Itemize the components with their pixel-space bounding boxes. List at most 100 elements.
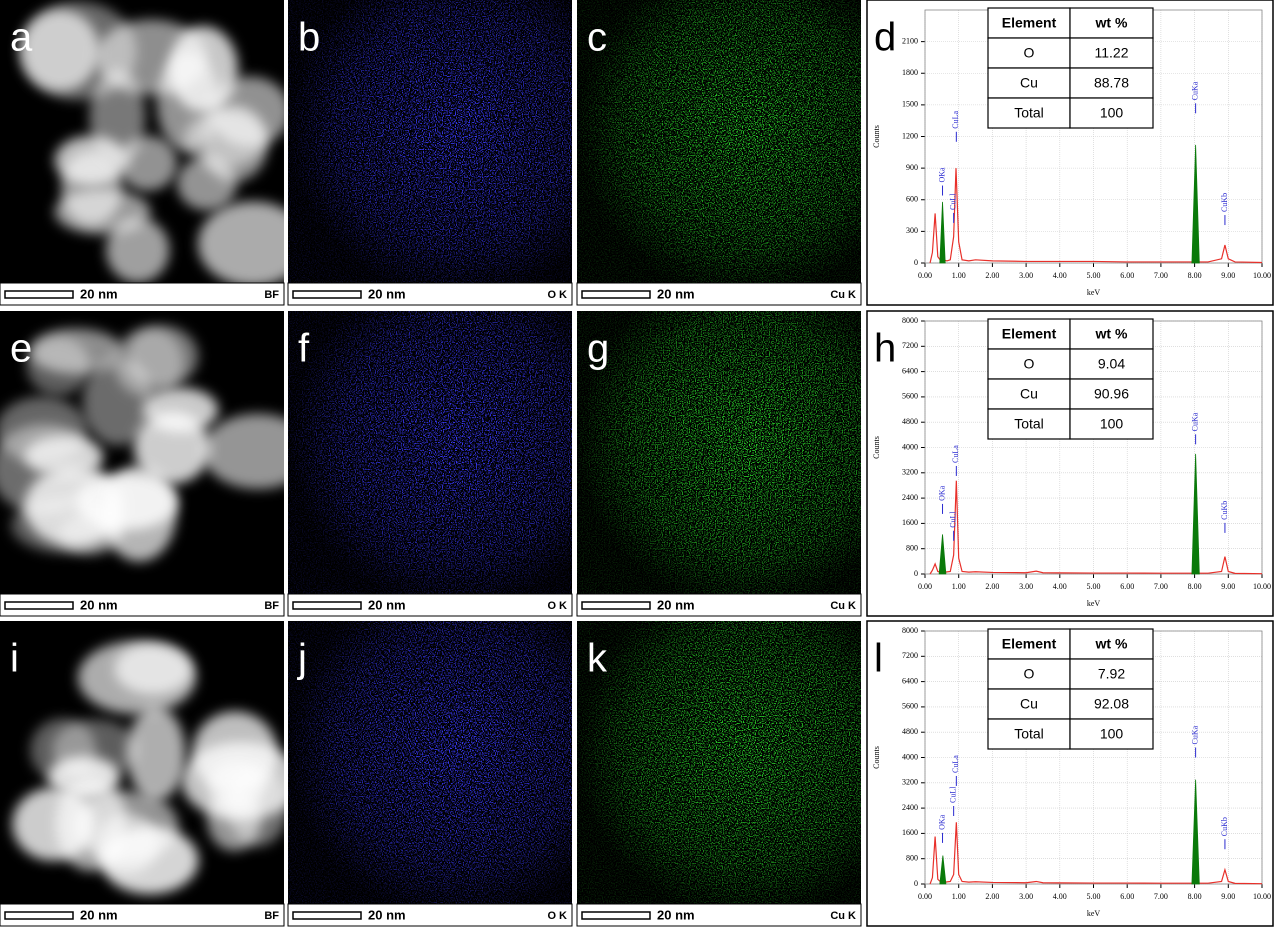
peak-label: OKa — [937, 485, 946, 501]
table-header: wt % — [1095, 636, 1128, 652]
y-tick-label: 8000 — [902, 316, 918, 325]
table-cell — [1069, 348, 1154, 380]
panel-label: a — [10, 16, 33, 60]
x-tick-label: 2.00 — [985, 582, 999, 591]
spectrum-panel: 0.00 1.00 2.00 3.00 4.00 5.00 6.00 7.00 8.00 9.00… — [866, 620, 1274, 927]
x-tick-label: 6.00 — [1120, 271, 1134, 280]
y-tick-label: 7200 — [902, 651, 918, 660]
image-panel: g 20 nm Cu K — [576, 311, 862, 617]
channel-label: Cu K — [830, 289, 856, 301]
y-tick-label: 4800 — [902, 727, 918, 736]
y-axis-label: Counts — [872, 125, 881, 148]
x-tick-label: 4.00 — [1053, 271, 1067, 280]
peak-label: OKa — [937, 167, 946, 183]
x-tick-label: 10.00 — [1253, 582, 1271, 591]
y-tick-label: 800 — [906, 854, 918, 863]
peak-label: CuLl — [948, 786, 957, 803]
x-tick-label: 4.00 — [1053, 892, 1067, 901]
scale-bar — [581, 601, 651, 610]
channel-label: O K — [547, 910, 567, 922]
channel-label: BF — [264, 910, 279, 922]
x-tick-label: 7.00 — [1154, 892, 1168, 901]
y-tick-label: 8000 — [902, 626, 918, 635]
image-panel: i 20 nm BF — [0, 621, 285, 927]
scale-strip — [287, 282, 573, 306]
y-tick-label: 1800 — [902, 68, 918, 77]
table-header: Element — [1002, 636, 1057, 652]
scale-bar — [292, 911, 362, 920]
x-tick-label: 3.00 — [1019, 271, 1033, 280]
micrograph — [0, 325, 284, 562]
table-value: Total — [1014, 416, 1044, 432]
element-map — [288, 0, 572, 283]
table-cell — [1069, 67, 1154, 99]
x-tick-label: 7.00 — [1154, 271, 1168, 280]
x-tick-label: 10.00 — [1253, 892, 1271, 901]
scale-strip — [287, 903, 573, 927]
x-tick-label: 8.00 — [1188, 892, 1202, 901]
y-tick-label: 2400 — [902, 493, 918, 502]
table-header: Element — [1002, 326, 1057, 342]
scale-bar — [292, 601, 362, 610]
table-value: 7.92 — [1098, 666, 1125, 682]
table-value: 92.08 — [1094, 696, 1129, 712]
x-tick-label: 9.00 — [1221, 892, 1235, 901]
y-tick-label: 1600 — [902, 828, 918, 837]
element-map — [577, 0, 861, 283]
channel-label: Cu K — [830, 910, 856, 922]
micrograph — [288, 0, 572, 283]
table-value: O — [1024, 356, 1035, 372]
table-cell — [1069, 97, 1154, 129]
y-tick-label: 0 — [914, 879, 918, 888]
table-cell — [1069, 318, 1154, 350]
x-tick-label: 5.00 — [1087, 582, 1101, 591]
table-cell — [1069, 378, 1154, 410]
x-tick-label: 0.00 — [918, 892, 932, 901]
x-tick-label: 5.00 — [1087, 892, 1101, 901]
table-value: 90.96 — [1094, 386, 1129, 402]
x-tick-label: 1.00 — [952, 271, 966, 280]
table-cell — [1069, 688, 1154, 720]
x-tick-label: 2.00 — [985, 892, 999, 901]
panel-label: b — [298, 16, 320, 60]
peak-label: CuLl — [948, 511, 957, 528]
table-cell — [987, 408, 1071, 440]
table-cell — [1069, 37, 1154, 69]
x-tick-label: 4.00 — [1053, 582, 1067, 591]
panel-label: c — [587, 16, 607, 60]
panel-label: g — [587, 327, 609, 371]
scale-bar — [292, 290, 362, 299]
table-value: 9.04 — [1098, 356, 1125, 372]
peak-label: CuLl — [948, 193, 957, 210]
y-tick-label: 4800 — [902, 417, 918, 426]
table-value: 88.78 — [1094, 75, 1129, 91]
peak-label: CuLa — [951, 111, 960, 129]
x-axis-label: keV — [1087, 599, 1101, 608]
x-tick-label: 0.00 — [918, 271, 932, 280]
table-cell — [1069, 658, 1154, 690]
peak-label: CuKa — [1190, 81, 1199, 100]
y-axis-label: Counts — [872, 746, 881, 769]
x-tick-label: 1.00 — [952, 582, 966, 591]
x-tick-label: 3.00 — [1019, 892, 1033, 901]
table-value: Total — [1014, 726, 1044, 742]
scale-strip — [0, 593, 285, 617]
x-tick-label: 2.00 — [985, 271, 999, 280]
image-panel: c 20 nm Cu K — [576, 0, 862, 306]
x-tick-label: 0.00 — [918, 582, 932, 591]
image-panel: f 20 nm O K — [287, 311, 573, 617]
peak-label: CuKb — [1220, 817, 1229, 836]
y-tick-label: 4000 — [902, 442, 918, 451]
panel-label: j — [297, 637, 307, 681]
x-tick-label: 8.00 — [1188, 582, 1202, 591]
table-value: 100 — [1100, 105, 1124, 121]
image-panel: k 20 nm Cu K — [576, 621, 862, 927]
peak-label: CuLa — [951, 445, 960, 463]
table-value: 100 — [1100, 726, 1124, 742]
y-tick-label: 300 — [906, 226, 918, 235]
spectrum-panel: 0.00 1.00 2.00 3.00 4.00 5.00 6.00 7.00 8.00 9.00… — [866, 0, 1274, 306]
y-axis-label: Counts — [872, 436, 881, 459]
scale-bar-label: 20 nm — [657, 597, 695, 612]
